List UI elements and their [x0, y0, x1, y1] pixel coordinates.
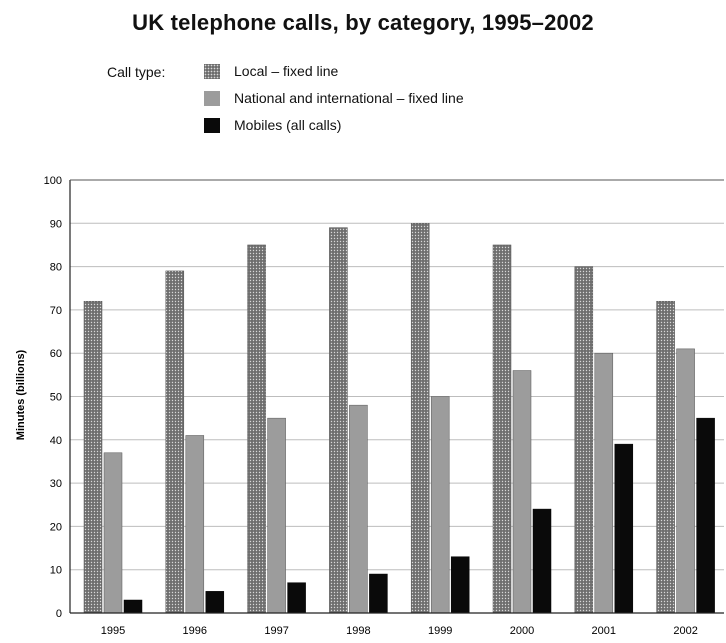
bar-national-1997: [268, 418, 286, 613]
y-tick-label: 40: [50, 435, 62, 447]
x-tick-label: 2002: [673, 625, 697, 637]
x-tick-label: 1995: [101, 625, 125, 637]
x-tick-label: 1997: [264, 625, 288, 637]
bar-national-2000: [513, 371, 531, 613]
y-tick-label: 80: [50, 262, 62, 274]
bar-mobiles-1999: [451, 557, 469, 613]
y-tick-label: 70: [50, 305, 62, 317]
bar-mobiles-1998: [369, 574, 387, 613]
bar-local-1997: [248, 245, 266, 613]
y-axis-label: Minutes (billions): [15, 349, 27, 440]
x-tick-label: 2000: [510, 625, 534, 637]
bar-mobiles-1997: [288, 583, 306, 613]
y-tick-label: 0: [56, 608, 62, 620]
y-tick-label: 30: [50, 478, 62, 490]
bar-local-2001: [575, 267, 593, 613]
bar-local-2000: [493, 245, 511, 613]
bar-local-1998: [329, 228, 347, 613]
bar-mobiles-2001: [615, 444, 633, 613]
x-tick-label: 1996: [183, 625, 207, 637]
bar-local-1999: [411, 223, 429, 613]
bar-local-1996: [166, 271, 184, 613]
bar-mobiles-2002: [697, 418, 715, 613]
x-tick-label: 2001: [592, 625, 616, 637]
y-tick-label: 10: [50, 565, 62, 577]
y-tick-label: 50: [50, 392, 62, 404]
bar-local-1995: [84, 301, 102, 613]
y-tick-label: 90: [50, 218, 62, 230]
y-tick-label: 60: [50, 348, 62, 360]
bar-national-2002: [677, 349, 695, 613]
x-tick-label: 1998: [346, 625, 370, 637]
bar-national-1995: [104, 453, 122, 613]
x-tick-label: 1999: [428, 625, 452, 637]
bar-local-2002: [657, 301, 675, 613]
bar-national-2001: [595, 353, 613, 613]
bars: [84, 223, 715, 613]
bar-national-1998: [349, 405, 367, 613]
y-tick-label: 20: [50, 521, 62, 533]
bar-mobiles-1996: [206, 591, 224, 613]
bar-national-1999: [431, 397, 449, 614]
bar-national-1996: [186, 435, 204, 613]
bar-mobiles-2000: [533, 509, 551, 613]
y-tick-label: 100: [44, 175, 62, 187]
bar-mobiles-1995: [124, 600, 142, 613]
